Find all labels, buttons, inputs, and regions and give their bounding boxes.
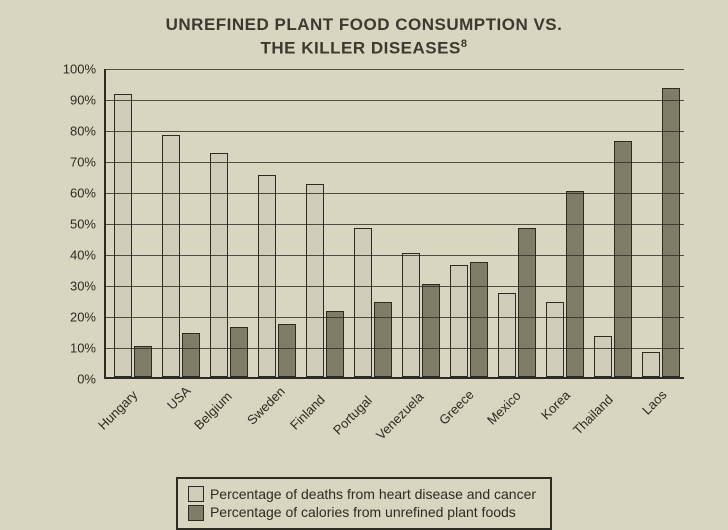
bar-deaths	[162, 135, 180, 377]
y-tick-label: 30%	[44, 278, 96, 293]
gridline	[106, 69, 684, 70]
title-line-1: UNREFINED PLANT FOOD CONSUMPTION VS.	[166, 15, 563, 34]
y-axis: 0%10%20%30%40%50%60%70%80%90%100%	[44, 69, 100, 379]
chart-area	[104, 69, 684, 379]
legend-item: Percentage of calories from unrefined pl…	[188, 503, 536, 522]
gridline	[106, 348, 684, 349]
bar-deaths	[402, 253, 420, 377]
x-tick-label: Portugal	[330, 393, 375, 438]
bar-calories	[134, 346, 152, 377]
x-tick-label: Sweden	[244, 384, 288, 428]
x-tick-label: Finland	[287, 392, 328, 433]
y-tick-label: 100%	[44, 61, 96, 76]
bars-layer	[106, 69, 684, 377]
legend-label: Percentage of deaths from heart disease …	[210, 485, 536, 504]
bar-calories	[182, 333, 200, 376]
legend-box: Percentage of deaths from heart disease …	[176, 477, 552, 530]
bar-calories	[566, 191, 584, 377]
bar-deaths	[498, 293, 516, 377]
gridline	[106, 255, 684, 256]
bar-calories	[422, 284, 440, 377]
bar-calories	[374, 302, 392, 376]
gridline	[106, 286, 684, 287]
bar-deaths	[114, 94, 132, 376]
bar-deaths	[210, 153, 228, 376]
y-tick-label: 60%	[44, 185, 96, 200]
gridline	[106, 193, 684, 194]
gridline	[106, 317, 684, 318]
bar-calories	[326, 311, 344, 376]
legend-container: Percentage of deaths from heart disease …	[30, 477, 698, 530]
y-tick-label: 20%	[44, 309, 96, 324]
bar-calories	[470, 262, 488, 377]
bar-calories	[518, 228, 536, 377]
legend-item: Percentage of deaths from heart disease …	[188, 485, 536, 504]
chart-container: UNREFINED PLANT FOOD CONSUMPTION VS. THE…	[0, 0, 728, 520]
x-tick-label: USA	[164, 383, 194, 413]
y-tick-label: 40%	[44, 247, 96, 262]
bar-calories	[278, 324, 296, 377]
legend-swatch-icon	[188, 486, 204, 502]
x-tick-label: Laos	[639, 387, 670, 418]
bar-calories	[614, 141, 632, 377]
x-tick-label: Mexico	[484, 388, 524, 428]
bar-deaths	[594, 336, 612, 376]
x-tick-label: Belgium	[191, 389, 235, 433]
gridline	[106, 162, 684, 163]
chart-title: UNREFINED PLANT FOOD CONSUMPTION VS. THE…	[30, 14, 698, 61]
x-tick-label: Greece	[436, 387, 477, 428]
y-tick-label: 10%	[44, 340, 96, 355]
y-tick-label: 80%	[44, 123, 96, 138]
x-tick-label: Korea	[538, 387, 573, 422]
legend-label: Percentage of calories from unrefined pl…	[210, 503, 516, 522]
bar-deaths	[642, 352, 660, 377]
y-tick-label: 90%	[44, 92, 96, 107]
x-tick-label: Hungary	[95, 387, 140, 432]
y-tick-label: 50%	[44, 216, 96, 231]
bar-calories	[230, 327, 248, 377]
bar-deaths	[450, 265, 468, 377]
y-tick-label: 70%	[44, 154, 96, 169]
gridline	[106, 100, 684, 101]
title-line-2: THE KILLER DISEASES	[261, 39, 461, 58]
y-tick-label: 0%	[44, 371, 96, 386]
x-tick-label: Venezuela	[373, 389, 427, 443]
bar-deaths	[354, 228, 372, 377]
x-tick-label: Thailand	[570, 392, 616, 438]
bar-deaths	[546, 302, 564, 376]
legend-swatch-icon	[188, 505, 204, 521]
plot-area: 0%10%20%30%40%50%60%70%80%90%100% Hungar…	[44, 69, 684, 379]
bar-deaths	[258, 175, 276, 377]
title-footnote: 8	[461, 38, 468, 50]
gridline	[106, 131, 684, 132]
gridline	[106, 224, 684, 225]
x-axis-labels: HungaryUSABelgiumSwedenFinlandPortugalVe…	[104, 381, 684, 476]
